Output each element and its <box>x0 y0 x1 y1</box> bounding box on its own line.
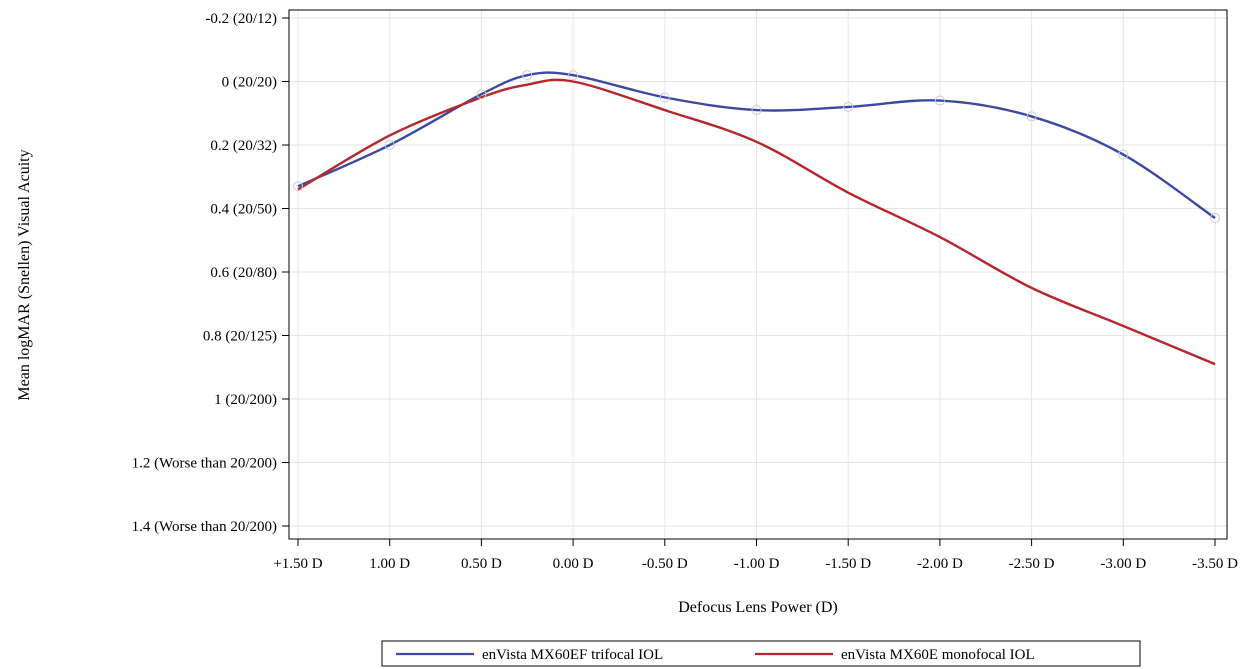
data-point-trifocal <box>293 181 303 192</box>
x-tick-label: -2.50 D <box>1009 556 1055 572</box>
x-axis-label: Defocus Lens Power (D) <box>678 599 838 616</box>
x-tick-label: 0.00 D <box>553 556 594 572</box>
y-tick-label: 1.2 (Worse than 20/200) <box>132 456 277 472</box>
y-tick-label: 0.4 (20/50) <box>210 202 277 218</box>
y-tick-label: 0.8 (20/125) <box>203 329 277 345</box>
data-point-trifocal <box>1210 213 1220 224</box>
gridlines <box>289 10 1227 539</box>
x-tick-label: -3.50 D <box>1192 556 1238 572</box>
x-tick-label: +1.50 D <box>273 556 322 572</box>
axes: -0.2 (20/12) 0 (20/20) 0.2 (20/32) 0.4 (20/… <box>132 11 1239 572</box>
series-lines <box>297 71 1216 366</box>
x-tick-label: -3.00 D <box>1100 556 1146 572</box>
data-point-trifocal <box>934 95 945 106</box>
x-tick-label: -0.50 D <box>642 556 688 572</box>
y-tick-label: -0.2 (20/12) <box>205 11 277 27</box>
y-tick-label: 0.6 (20/80) <box>210 265 277 281</box>
data-point-trifocal <box>476 89 487 100</box>
y-tick-label: 0 (20/20) <box>222 75 277 91</box>
data-point-trifocal <box>1118 149 1129 160</box>
legend-label-monofocal: enVista MX60E monofocal IOL <box>841 647 1035 663</box>
y-axis-label: Mean logMAR (Snellen) Visual Acuity <box>16 149 33 400</box>
series-line-monofocal <box>297 78 1216 366</box>
data-point-trifocal <box>659 92 670 103</box>
x-tick-label: 1.00 D <box>369 556 410 572</box>
data-markers <box>293 70 1220 224</box>
data-point-trifocal <box>384 140 395 150</box>
y-tick-label: 1.4 (Worse than 20/200) <box>132 519 277 535</box>
data-point-trifocal <box>843 101 854 112</box>
legend: enVista MX60EF trifocal IOL enVista MX60… <box>381 640 1141 667</box>
y-tick-label: 1 (20/200) <box>214 392 277 408</box>
data-point-trifocal <box>1026 111 1037 122</box>
x-tick-label: 0.50 D <box>461 556 502 572</box>
y-tick-label: 0.2 (20/32) <box>210 138 277 154</box>
x-tick-label: -1.00 D <box>734 556 780 572</box>
x-tick-label: -2.00 D <box>917 556 963 572</box>
legend-label-trifocal: enVista MX60EF trifocal IOL <box>482 647 663 663</box>
data-point-trifocal <box>751 105 762 116</box>
data-point-trifocal <box>522 70 533 81</box>
data-point-trifocal <box>568 70 579 81</box>
plot-frame <box>288 9 1228 540</box>
x-tick-label: -1.50 D <box>825 556 871 572</box>
